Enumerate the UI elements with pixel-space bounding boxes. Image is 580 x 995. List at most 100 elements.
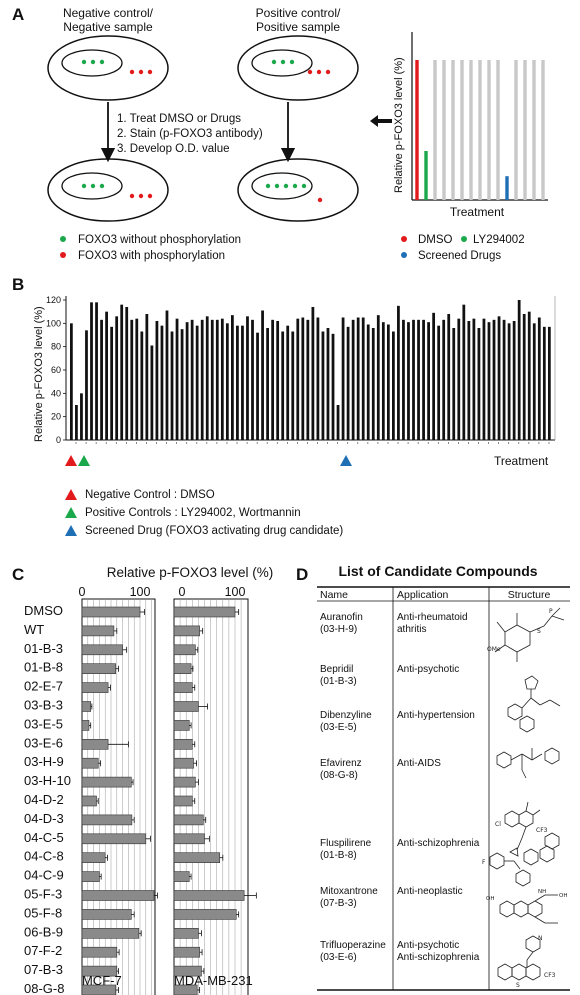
b-bar <box>537 317 541 440</box>
d-row-code: (03-H-9) <box>320 624 357 635</box>
b-bar <box>497 316 501 440</box>
mitoxantrone-oh2-label: OH <box>559 893 567 899</box>
b-bar <box>386 324 390 440</box>
c-mda-chart <box>173 598 257 995</box>
neg-title-line2: Negative sample <box>63 20 153 34</box>
b-bar <box>215 319 219 440</box>
panel-label-d: D <box>296 565 308 584</box>
pos-title-line1: Positive control/ <box>256 6 341 20</box>
schematic-bar <box>460 60 464 200</box>
b-bar <box>542 326 546 440</box>
c-title: Relative p-FOXO3 level (%) <box>107 565 274 580</box>
b-legend-green-triangle <box>65 507 77 518</box>
b-ytick-label: 20 <box>51 412 61 422</box>
c-bar <box>173 871 190 882</box>
b-bar <box>472 318 476 440</box>
b-legend-negative: Negative Control : DMSO <box>85 489 215 501</box>
b-bar <box>281 331 285 440</box>
b-bar <box>200 319 204 440</box>
d-row-code: (01-B-8) <box>320 850 357 861</box>
c-bar <box>173 644 196 656</box>
d-row-application: Anti-psychotic <box>397 664 459 675</box>
d-row-name: Bepridil <box>320 664 353 675</box>
c-category-label: 02-E-7 <box>24 679 63 694</box>
c-bar <box>173 909 237 920</box>
c-category-label: 05-F-8 <box>24 905 62 920</box>
b-bar <box>185 322 189 440</box>
mitoxantrone-nh-label: NH <box>538 889 546 895</box>
c-category-label: 04-C-8 <box>24 849 64 864</box>
b-bar <box>467 321 471 440</box>
c-category-label: 03-E-5 <box>24 716 63 731</box>
legend-red-dot <box>60 252 66 258</box>
b-bar <box>321 331 325 440</box>
b-bar <box>457 318 461 440</box>
panel-label-c: C <box>12 565 24 584</box>
b-legend-positive: Positive Controls : LY294002, Wortmannin <box>85 507 301 519</box>
c-bar <box>81 833 147 845</box>
b-bar <box>402 319 405 440</box>
c-category-label: 04-D-3 <box>24 811 64 826</box>
b-bar <box>70 323 73 440</box>
schematic-legend-screened: Screened Drugs <box>418 250 501 262</box>
step-2: 2. Stain (p-FOXO3 antibody) <box>117 128 263 140</box>
schematic-xlabel: Treatment <box>450 205 505 219</box>
b-bar <box>115 316 119 440</box>
c-cell-line-mda: MDA-MB-231 <box>174 973 253 988</box>
c-category-label: 08-G-8 <box>24 981 64 995</box>
c-category-label: 04-D-2 <box>24 792 64 807</box>
b-bar <box>205 316 209 440</box>
structure-fluspirilene: F <box>482 832 560 887</box>
b-bar <box>442 319 446 440</box>
c-bar <box>173 776 196 788</box>
c-bar <box>81 795 97 807</box>
b-bar <box>150 345 154 440</box>
b-bar <box>236 325 239 440</box>
b-legend-red-triangle <box>65 489 77 500</box>
c-bar <box>173 701 199 712</box>
trifluo-n-label: N <box>538 935 543 942</box>
schematic-bar <box>451 60 455 200</box>
double-arrow-left <box>370 115 392 127</box>
b-bar <box>256 332 259 440</box>
fluspirilene-f-label: F <box>482 859 486 866</box>
c-bar <box>173 795 193 807</box>
cell-pos-bottom <box>237 158 359 222</box>
c-category-label: 01-B-3 <box>24 641 63 656</box>
c-bar <box>173 738 193 750</box>
structure-dibenzyline <box>496 747 560 779</box>
legend-green-text: FOXO3 without phosphorylation <box>78 234 241 246</box>
c-category-label: 01-B-8 <box>24 660 63 675</box>
b-bar <box>477 328 481 440</box>
b-bar <box>422 319 425 440</box>
schematic-bar <box>433 60 437 200</box>
b-bar <box>85 330 88 440</box>
d-title: List of Candidate Compounds <box>338 563 537 579</box>
d-row-name: Fluspilirene <box>320 838 372 849</box>
b-bar <box>220 318 224 440</box>
d-header-application: Application <box>397 589 449 601</box>
efavirenz-cf3-label: CF3 <box>536 827 548 834</box>
c-bar <box>81 776 132 788</box>
c-bar <box>81 890 155 901</box>
b-bar <box>326 328 330 440</box>
b-bar <box>306 319 310 440</box>
schematic-legend-ly: LY294002 <box>473 234 525 246</box>
c-category-label: 04-C-9 <box>24 868 64 883</box>
d-row-code: (03-E-5) <box>320 722 357 733</box>
b-bar <box>231 315 234 440</box>
b-bar <box>437 325 441 440</box>
auranofin-p-label: P <box>549 608 553 615</box>
b-bar <box>432 312 436 440</box>
mitoxantrone-oh-label: OH <box>486 896 494 902</box>
b-bar <box>376 315 380 440</box>
c-bar <box>81 927 140 939</box>
b-bar <box>291 331 295 440</box>
d-row-code: (03-E-6) <box>320 952 357 963</box>
b-bar <box>522 314 526 440</box>
schematic-legend-dmso-dot <box>401 236 407 242</box>
b-bar <box>135 318 139 440</box>
c-category-label: 07-F-2 <box>24 943 62 958</box>
c-category-label: 03-H-10 <box>24 773 71 788</box>
